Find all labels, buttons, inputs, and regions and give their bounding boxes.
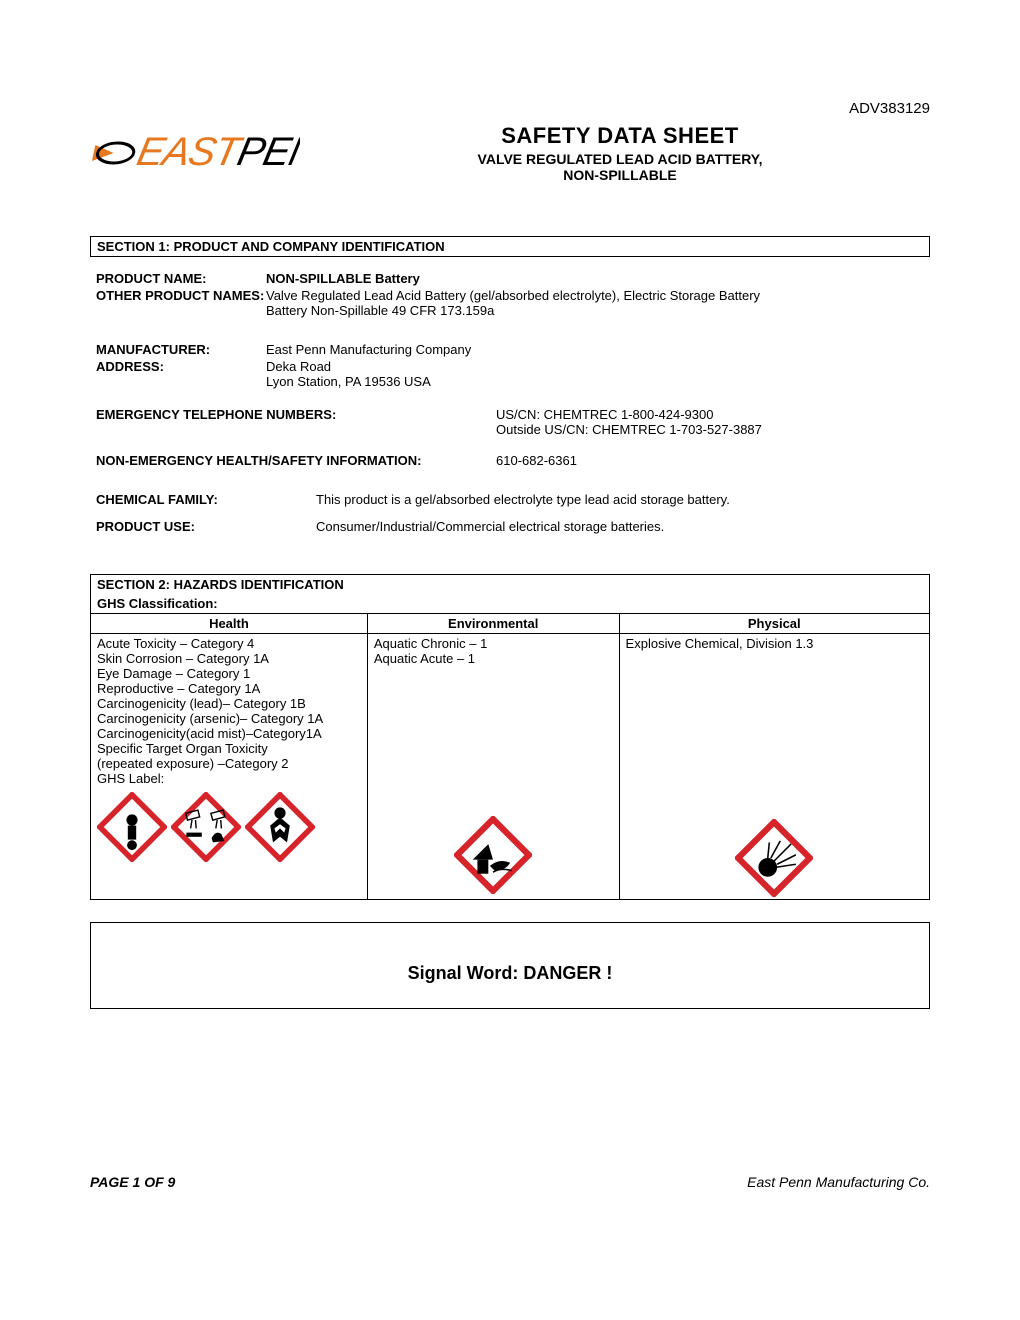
header: EASTPENN SAFETY DATA SHEET VALVE REGULAT… bbox=[90, 123, 930, 186]
product-use-label: PRODUCT USE: bbox=[96, 519, 316, 534]
manufacturer-label: MANUFACTURER: bbox=[96, 342, 266, 357]
emergency-line2: Outside US/CN: CHEMTREC 1-703-527-3887 bbox=[496, 422, 924, 437]
address-line1: Deka Road bbox=[266, 359, 924, 374]
chem-family-label: CHEMICAL FAMILY: bbox=[96, 492, 316, 507]
page-footer: PAGE 1 OF 9 East Penn Manufacturing Co. bbox=[90, 1174, 930, 1190]
health-line: Carcinogenicity (lead)– Category 1B bbox=[97, 696, 361, 711]
health-pictograms bbox=[97, 792, 361, 862]
emergency-line1: US/CN: CHEMTREC 1-800-424-9300 bbox=[496, 407, 924, 422]
exploding-bomb-pictogram-icon bbox=[735, 819, 813, 897]
health-line: Reproductive – Category 1A bbox=[97, 681, 361, 696]
other-names-line1: Valve Regulated Lead Acid Battery (gel/a… bbox=[266, 288, 924, 303]
eastpenn-logo: EASTPENN bbox=[90, 123, 310, 186]
subtitle-1: VALVE REGULATED LEAD ACID BATTERY, bbox=[310, 151, 930, 167]
sds-page: ADV383129 EASTPENN SAFETY DATA SHEET VAL… bbox=[0, 0, 1020, 1320]
section1-heading: SECTION 1: PRODUCT AND COMPANY IDENTIFIC… bbox=[90, 236, 930, 257]
product-name-label: PRODUCT NAME: bbox=[96, 271, 266, 286]
logo-east-text: EAST bbox=[133, 128, 247, 173]
health-line: GHS Label: bbox=[97, 771, 361, 786]
section1-body: PRODUCT NAME: NON-SPILLABLE Battery OTHE… bbox=[90, 271, 930, 534]
section2-heading: SECTION 2: HAZARDS IDENTIFICATION bbox=[90, 574, 930, 594]
col-health: Health bbox=[91, 614, 368, 634]
exclamation-pictogram-icon bbox=[97, 792, 167, 862]
signal-word: Signal Word: DANGER ! bbox=[408, 963, 613, 983]
health-line: Eye Damage – Category 1 bbox=[97, 666, 361, 681]
address-line2: Lyon Station, PA 19536 USA bbox=[266, 374, 924, 389]
logo-penn-text: PENN bbox=[234, 128, 300, 173]
env-line: Aquatic Chronic – 1 bbox=[374, 636, 613, 651]
health-line: Acute Toxicity – Category 4 bbox=[97, 636, 361, 651]
main-title: SAFETY DATA SHEET bbox=[310, 123, 930, 149]
chem-family: This product is a gel/absorbed electroly… bbox=[316, 492, 924, 507]
document-id: ADV383129 bbox=[90, 100, 930, 117]
health-line: (repeated exposure) –Category 2 bbox=[97, 756, 361, 771]
emergency-label: EMERGENCY TELEPHONE NUMBERS: bbox=[96, 407, 496, 437]
nonemergency-label: NON-EMERGENCY HEALTH/SAFETY INFORMATION: bbox=[96, 453, 496, 468]
other-names-line2: Battery Non-Spillable 49 CFR 173.159a bbox=[266, 303, 924, 318]
cell-physical: Explosive Chemical, Division 1.3 bbox=[619, 634, 929, 900]
ghs-table: Health Environmental Physical Acute Toxi… bbox=[90, 613, 930, 900]
cell-health: Acute Toxicity – Category 4 Skin Corrosi… bbox=[91, 634, 368, 900]
nonemergency-value: 610-682-6361 bbox=[496, 453, 924, 468]
col-environmental: Environmental bbox=[367, 614, 619, 634]
footer-company: East Penn Manufacturing Co. bbox=[747, 1174, 930, 1190]
health-line: Skin Corrosion – Category 1A bbox=[97, 651, 361, 666]
other-names-label: OTHER PRODUCT NAMES: bbox=[96, 288, 266, 318]
product-name: NON-SPILLABLE Battery bbox=[266, 271, 924, 286]
page-number: PAGE 1 OF 9 bbox=[90, 1174, 175, 1190]
phys-line: Explosive Chemical, Division 1.3 bbox=[626, 636, 923, 651]
corrosion-pictogram-icon bbox=[171, 792, 241, 862]
signal-word-box: Signal Word: DANGER ! bbox=[90, 922, 930, 1009]
emergency-numbers: US/CN: CHEMTREC 1-800-424-9300 Outside U… bbox=[496, 407, 924, 437]
other-names: Valve Regulated Lead Acid Battery (gel/a… bbox=[266, 288, 924, 318]
health-line: Carcinogenicity(acid mist)–Category1A bbox=[97, 726, 361, 741]
health-hazard-pictogram-icon bbox=[245, 792, 315, 862]
cell-environmental: Aquatic Chronic – 1 Aquatic Acute – 1 bbox=[367, 634, 619, 900]
col-physical: Physical bbox=[619, 614, 929, 634]
address: Deka Road Lyon Station, PA 19536 USA bbox=[266, 359, 924, 389]
health-line: Carcinogenicity (arsenic)– Category 1A bbox=[97, 711, 361, 726]
env-line: Aquatic Acute – 1 bbox=[374, 651, 613, 666]
product-use: Consumer/Industrial/Commercial electrica… bbox=[316, 519, 924, 534]
svg-text:EASTPENN: EASTPENN bbox=[133, 128, 300, 173]
address-label: ADDRESS: bbox=[96, 359, 266, 389]
manufacturer: East Penn Manufacturing Company bbox=[266, 342, 924, 357]
ghs-class-label: GHS Classification: bbox=[90, 594, 930, 613]
subtitle-2: NON-SPILLABLE bbox=[310, 167, 930, 183]
title-block: SAFETY DATA SHEET VALVE REGULATED LEAD A… bbox=[310, 123, 930, 183]
environment-pictogram-icon bbox=[454, 816, 532, 894]
health-line: Specific Target Organ Toxicity bbox=[97, 741, 361, 756]
